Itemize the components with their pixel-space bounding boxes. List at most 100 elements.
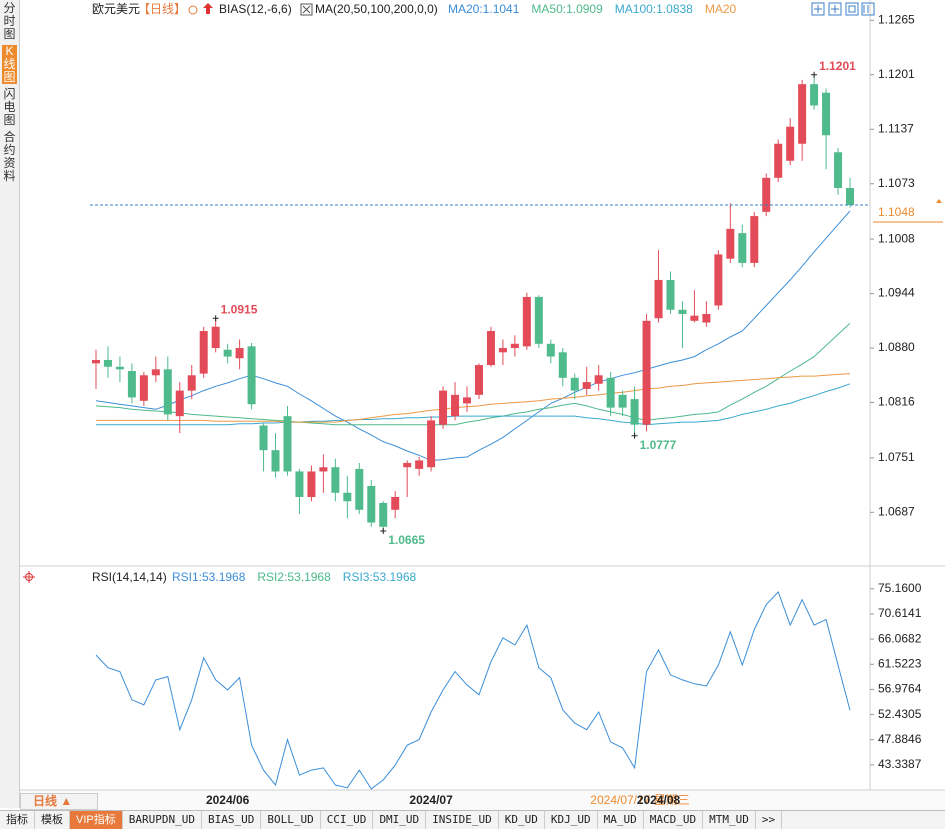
candle-body [319,467,328,472]
left-tab[interactable]: 合约资料 [3,130,16,183]
y-tick-label: 1.0751 [878,450,915,464]
candle-body [798,84,807,144]
toolbar-tab[interactable]: DMI_UD [373,811,427,829]
candle-body [714,254,723,306]
indicator-toolbar: 指标 模板 VIP指标 BARUPDN_UD BIAS_UD BOLL_UD CCI_UD D… [0,810,945,829]
toolbar-tab[interactable]: BARUPDN_UD [123,811,202,829]
candle-body [582,382,591,389]
extreme-marker [380,528,387,535]
candle-body [259,425,268,451]
symbol-title: 欧元美元 [92,2,140,16]
candle-body [355,468,364,510]
candle-body [331,467,340,493]
icon-button[interactable] [861,2,875,16]
y-tick-label: 1.0880 [878,340,915,354]
toggle-icon [302,5,311,14]
toolbar-tab[interactable]: BOLL_UD [261,811,321,829]
toolbar-tab[interactable]: INSIDE_UD [426,811,499,829]
legend-entry: MA20:1.1041 [448,2,520,16]
y-tick-label: 1.0687 [878,505,915,519]
candle-body [367,485,376,523]
toolbar-tab[interactable]: 模板 [35,811,70,829]
y-tick-label: 1.1201 [878,67,915,81]
toolbar-tab[interactable]: CCI_UD [321,811,374,829]
candle-body [774,143,783,178]
candle-body [439,390,448,425]
candle-body [211,326,220,349]
candle-body [379,502,388,527]
candle-body [115,366,124,370]
indicator-label: BIAS(12,-6,6) [219,2,292,16]
legend-entry: MA50:1.0909 [531,2,603,16]
icon-button[interactable] [845,2,859,16]
icon-button[interactable] [828,2,842,16]
candle-body [451,394,460,417]
ma-line [95,210,851,461]
toolbar-tab[interactable]: MA_UD [598,811,644,829]
candle-body [103,359,112,367]
extreme-label: 1.0777 [640,438,677,452]
candle-body [846,188,855,206]
toolbar-tab[interactable]: KDJ_UD [545,811,598,829]
candle-body [510,343,519,349]
x-axis-band [20,790,945,810]
left-tab[interactable]: K线图 [2,44,17,84]
candle-body [295,471,304,498]
extreme-label: 1.1201 [819,59,856,73]
y-tick-label: 1.1137 [878,121,914,135]
candle-body [666,279,675,310]
last-price-label: 1.1048 [878,205,915,219]
y-tick-label: 56.9764 [878,682,922,696]
icon-button[interactable] [811,2,825,16]
left-tab[interactable]: 闪电图 [3,87,16,127]
candle-body [463,397,472,404]
toolbar-tab[interactable]: VIP指标 [70,811,123,829]
candle-body [91,359,100,364]
candle-body [187,375,196,391]
candle-body [726,228,735,259]
y-tick-label: 1.0944 [878,286,915,300]
candle-body [762,177,771,212]
candle-body [307,471,316,498]
period-button[interactable]: 日线 ▲ [20,793,98,810]
legend-entry: MA100:1.0838 [615,2,693,16]
toggle-icon[interactable] [300,3,313,16]
candle-body [427,420,436,468]
toolbar-tab[interactable]: MACD_UD [644,811,704,829]
extreme-marker [631,432,638,439]
y-tick-label: 66.0682 [878,631,922,645]
rsi-icon [23,571,35,583]
candle-body [415,460,424,469]
candle-body [678,309,687,314]
toolbar-tab[interactable]: BIAS_UD [202,811,262,829]
toolbar-tab[interactable]: MTM_UD [703,811,756,829]
settings-icon[interactable] [188,5,198,15]
y-tick-label: 1.1265 [878,12,915,26]
left-tabs: 分时图 K线图闪电图合约资料 [0,0,20,808]
candle-body [175,390,184,417]
ma-line [96,383,851,426]
candle-body [750,216,759,263]
crosshair-date: 2024/07/17 星期三 [590,793,689,807]
y-tick-label: 1.0816 [878,395,915,409]
legend-entry: RSI3:53.1968 [343,570,417,584]
toolbar-tab[interactable]: KD_UD [499,811,545,829]
candle-body [486,331,495,366]
candle-body [738,233,747,263]
candle-body [343,492,352,502]
left-tab[interactable]: 分时图 [3,1,16,41]
candle-body [642,320,651,425]
candle-body [139,375,148,401]
toolbar-tab[interactable]: >> [756,811,783,829]
toolbar-tab[interactable]: 指标 [0,811,35,829]
x-tick-label: 2024/08 [637,793,681,807]
candle-body [702,313,711,323]
candle-body [630,399,639,425]
candle-body [403,462,412,468]
candle-body [534,296,543,344]
arrow-icon [203,3,213,14]
candle-body [546,343,555,357]
extreme-label: 1.0665 [388,533,425,547]
